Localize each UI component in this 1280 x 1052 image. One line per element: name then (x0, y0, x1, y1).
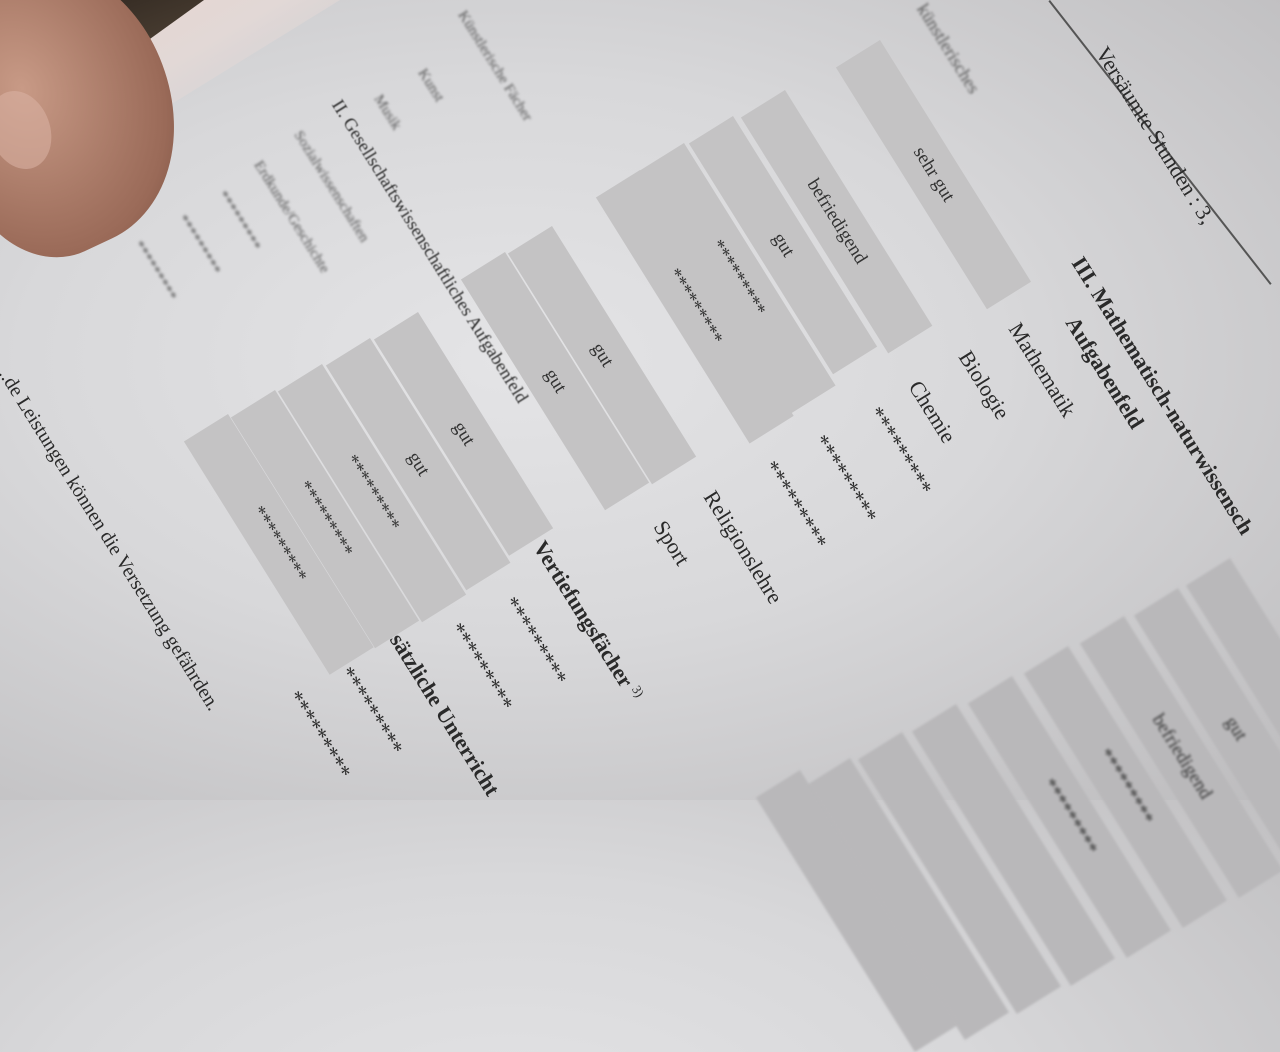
placeholder: ********* (444, 618, 519, 716)
placeholder: ********* (498, 592, 573, 690)
placeholder: ********* (282, 686, 357, 784)
top-fragment: künstlerisches (913, 0, 985, 98)
placeholder: ********* (334, 662, 409, 760)
left-item: Künstlerische Fächer (454, 8, 536, 125)
footer-warning: ...de Leistungen können die Versetzung g… (0, 360, 225, 715)
left-item: Musik (370, 92, 405, 133)
absent-hours: Versäumte Stunden : 3, (1090, 42, 1221, 229)
subject-biologie: Biologie (953, 346, 1016, 424)
subject-religionslehre: Religionslehre (698, 486, 788, 609)
left-item: ********* (214, 188, 264, 254)
placeholder: ********* (758, 456, 833, 554)
section3-title: III. Mathematisch-naturwissensch (1066, 252, 1259, 539)
placeholder: ********* (808, 430, 883, 528)
left-item: ********* (130, 238, 180, 304)
subject-chemie: Chemie (903, 376, 962, 448)
subject-sport: Sport (648, 516, 696, 570)
left-item: Kunst (414, 66, 447, 105)
left-item: ********* (174, 212, 224, 278)
